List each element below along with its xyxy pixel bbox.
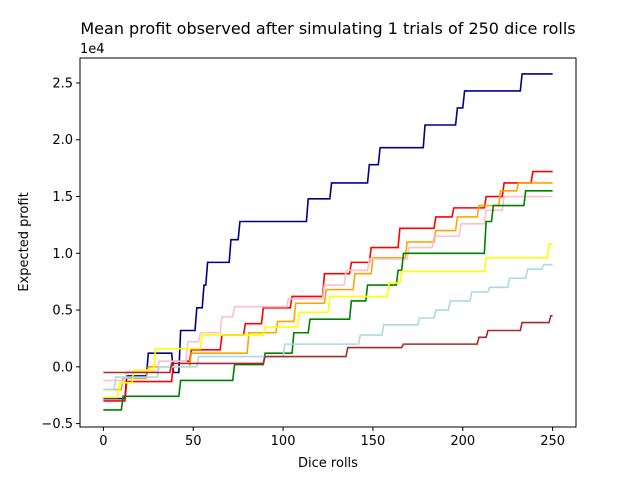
y-tick-label: −0.5 [41, 417, 73, 432]
x-tick-label: 50 [185, 434, 202, 449]
x-tick-label: 100 [271, 434, 296, 449]
y-axis-label: Expected profit [17, 192, 32, 291]
x-tick-label: 250 [540, 434, 565, 449]
x-axis-label: Dice rolls [298, 456, 358, 471]
chart-title: Mean profit observed after simulating 1 … [80, 19, 575, 38]
x-tick-label: 150 [361, 434, 386, 449]
y-tick-label: 2.5 [52, 76, 73, 91]
series-line-4 [103, 195, 553, 382]
series-line-7 [103, 263, 553, 391]
y-tick-label: 1.0 [52, 247, 73, 262]
series-layer [103, 73, 553, 411]
y-tick-label: 1.5 [52, 190, 73, 205]
y-tick-label: 0.5 [52, 304, 73, 319]
x-tick-label: 200 [450, 434, 475, 449]
axes-layer: 0 50 100 150 200 250 −0.5 0.0 0.5 1.0 1.5 2.0 2.5 [41, 57, 577, 449]
series-line-3 [103, 182, 553, 391]
series-line-6 [103, 243, 553, 399]
x-tick-label: 0 [99, 434, 107, 449]
y-offset-label: 1e4 [80, 42, 105, 57]
series-line-8 [103, 314, 553, 374]
series-line-5 [103, 190, 553, 411]
plot-frame [79, 57, 577, 428]
y-tick-label: 2.0 [52, 133, 73, 148]
y-tick-label: 0.0 [52, 360, 73, 375]
